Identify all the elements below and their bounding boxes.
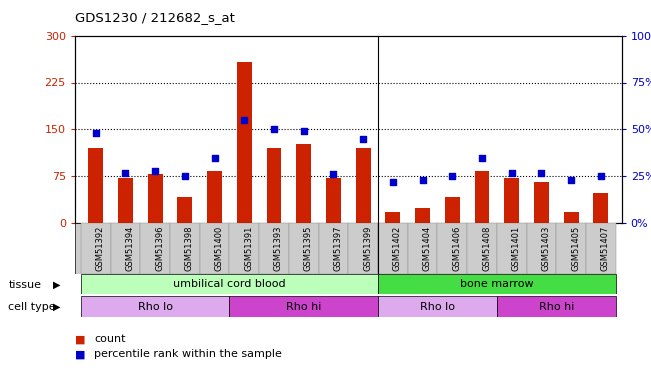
- Text: percentile rank within the sample: percentile rank within the sample: [94, 350, 283, 359]
- Text: GSM51398: GSM51398: [185, 226, 194, 271]
- Bar: [586, 223, 616, 274]
- Bar: [445, 197, 460, 223]
- Bar: [200, 223, 229, 274]
- Bar: [408, 223, 437, 274]
- Bar: [207, 171, 222, 223]
- Bar: [497, 223, 527, 274]
- Point: [417, 177, 428, 183]
- Bar: [229, 296, 378, 317]
- Bar: [467, 223, 497, 274]
- Text: GSM51407: GSM51407: [601, 226, 610, 271]
- Point: [239, 117, 249, 123]
- Bar: [140, 223, 170, 274]
- Text: ▶: ▶: [53, 280, 61, 290]
- Bar: [259, 223, 289, 274]
- Point: [447, 173, 458, 179]
- Text: GSM51399: GSM51399: [363, 226, 372, 271]
- Text: bone marrow: bone marrow: [460, 279, 534, 289]
- Bar: [296, 144, 311, 223]
- Text: GSM51400: GSM51400: [215, 226, 223, 271]
- Text: Rho lo: Rho lo: [137, 302, 173, 312]
- Bar: [229, 223, 259, 274]
- Bar: [564, 212, 579, 223]
- Bar: [289, 223, 318, 274]
- Bar: [415, 208, 430, 223]
- Text: count: count: [94, 334, 126, 344]
- Text: GSM51401: GSM51401: [512, 226, 521, 271]
- Bar: [348, 223, 378, 274]
- Bar: [266, 148, 281, 223]
- Point: [596, 173, 606, 179]
- Text: GSM51405: GSM51405: [571, 226, 580, 271]
- Bar: [177, 197, 192, 223]
- Text: GSM51395: GSM51395: [304, 226, 312, 271]
- Point: [269, 126, 279, 132]
- Bar: [118, 178, 133, 223]
- Bar: [170, 223, 200, 274]
- Text: GSM51408: GSM51408: [482, 226, 491, 271]
- Text: GSM51402: GSM51402: [393, 226, 402, 271]
- Text: cell type: cell type: [8, 302, 56, 312]
- Text: GSM51397: GSM51397: [333, 226, 342, 271]
- Point: [150, 168, 160, 174]
- Text: ■: ■: [75, 334, 85, 344]
- Bar: [378, 223, 408, 274]
- Bar: [505, 178, 519, 223]
- Point: [90, 130, 101, 136]
- Text: tissue: tissue: [8, 280, 42, 290]
- Bar: [475, 171, 490, 223]
- Text: GSM51391: GSM51391: [244, 226, 253, 271]
- Point: [299, 128, 309, 134]
- Point: [358, 136, 368, 142]
- Point: [120, 170, 131, 176]
- Text: GDS1230 / 212682_s_at: GDS1230 / 212682_s_at: [75, 11, 235, 24]
- Point: [387, 179, 398, 185]
- Bar: [318, 223, 348, 274]
- Point: [566, 177, 576, 183]
- Bar: [81, 296, 229, 317]
- Bar: [326, 178, 341, 223]
- Bar: [81, 274, 378, 294]
- Bar: [557, 223, 586, 274]
- Text: Rho hi: Rho hi: [286, 302, 322, 312]
- Text: Rho lo: Rho lo: [420, 302, 455, 312]
- Bar: [81, 223, 111, 274]
- Bar: [385, 212, 400, 223]
- Text: GSM51406: GSM51406: [452, 226, 462, 271]
- Text: ■: ■: [75, 350, 85, 359]
- Text: Rho hi: Rho hi: [538, 302, 574, 312]
- Point: [477, 154, 487, 160]
- Bar: [89, 148, 103, 223]
- Text: umbilical cord blood: umbilical cord blood: [173, 279, 286, 289]
- Point: [328, 171, 339, 177]
- Text: GSM51403: GSM51403: [542, 226, 551, 271]
- Bar: [534, 182, 549, 223]
- Bar: [527, 223, 557, 274]
- Bar: [355, 148, 370, 223]
- Point: [180, 173, 190, 179]
- Bar: [594, 193, 608, 223]
- Bar: [378, 296, 497, 317]
- Bar: [148, 174, 163, 223]
- Text: ▶: ▶: [53, 302, 61, 312]
- Bar: [111, 223, 140, 274]
- Text: GSM51392: GSM51392: [96, 226, 105, 271]
- Point: [536, 170, 547, 176]
- Point: [210, 154, 220, 160]
- Text: GSM51396: GSM51396: [155, 226, 164, 271]
- Text: GSM51394: GSM51394: [126, 226, 134, 271]
- Bar: [378, 274, 616, 294]
- Bar: [237, 62, 252, 223]
- Bar: [497, 296, 616, 317]
- Text: GSM51393: GSM51393: [274, 226, 283, 271]
- Bar: [437, 223, 467, 274]
- Point: [506, 170, 517, 176]
- Text: GSM51404: GSM51404: [422, 226, 432, 271]
